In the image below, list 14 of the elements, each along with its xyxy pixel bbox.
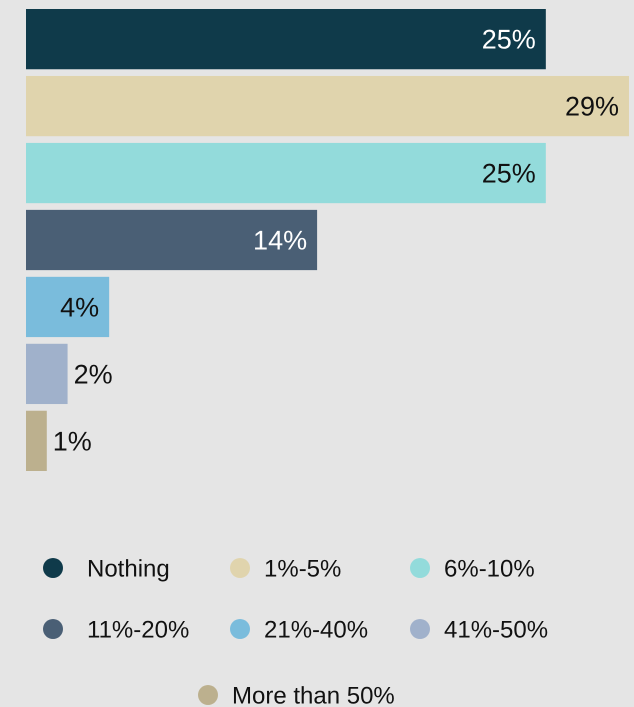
legend-label: Nothing [87, 555, 170, 582]
data-label: 29% [564, 92, 619, 122]
legend-label: 6%-10% [444, 555, 535, 582]
data-label: 14% [253, 225, 308, 256]
legend-label: More than 50% [232, 682, 395, 707]
legend-label: 21%-40% [264, 616, 368, 644]
legend-label: 11%-20% [87, 616, 190, 644]
data-label: 2% [74, 359, 113, 390]
data-label: 4% [60, 292, 100, 322]
legend-label: 1%-5% [264, 555, 342, 582]
data-label: 1% [52, 426, 92, 456]
data-label: 25% [482, 24, 536, 55]
legend-label: 41%-50% [444, 616, 548, 644]
data-label: 25% [482, 158, 536, 188]
